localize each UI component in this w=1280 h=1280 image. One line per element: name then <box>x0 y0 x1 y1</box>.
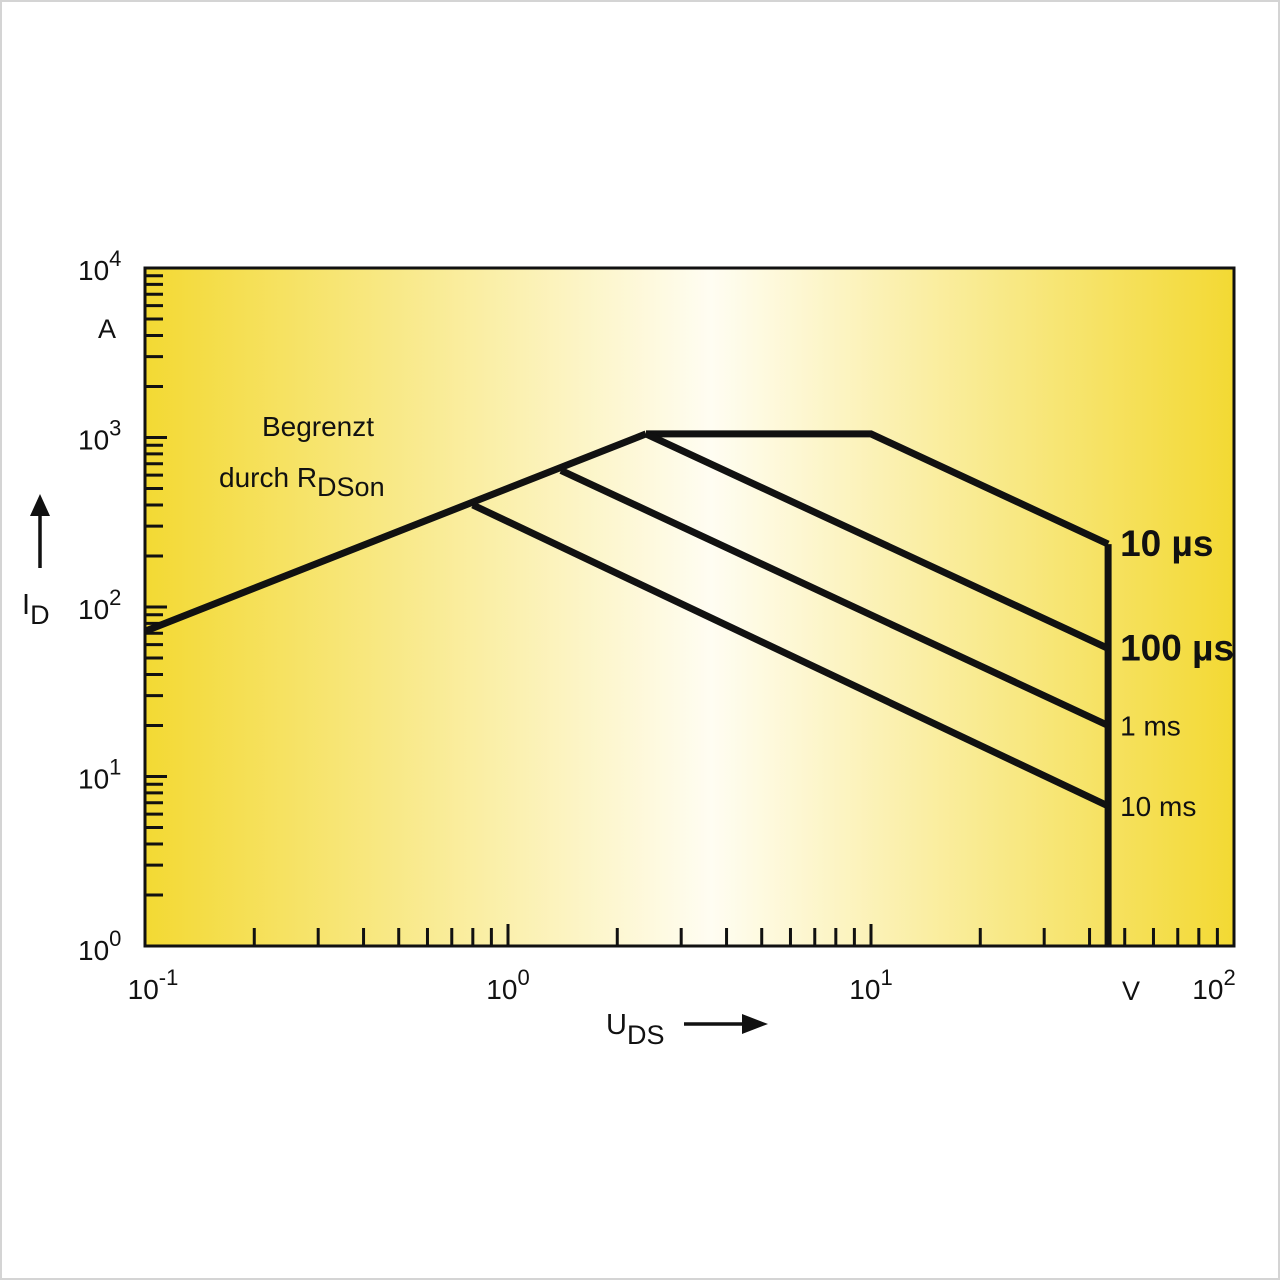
series-label-3: 1 ms <box>1120 710 1181 741</box>
minor-ticks <box>145 274 1219 946</box>
x-tick-label: 100 <box>486 965 529 1005</box>
annotation-line-1: Begrenzt <box>262 411 374 442</box>
soa-curve-3 <box>559 467 1110 729</box>
annotation-line-2: durch RDSon <box>219 462 385 502</box>
x-unit-label: V <box>1122 976 1140 1006</box>
series-label-1: 10 µs <box>1120 523 1213 564</box>
y-arrow-head <box>30 494 50 516</box>
y-axis-label: ID <box>22 589 50 630</box>
x-tick-labels: 10-1 100 101 102 <box>128 965 1236 1005</box>
rdson-limit-line <box>143 430 648 635</box>
y-tick-label: 103 <box>78 416 121 456</box>
y-tick-label: 104 <box>78 246 121 286</box>
plot-area <box>143 266 1236 948</box>
x-tick-label: 102 <box>1192 965 1235 1005</box>
x-tick-label: 10-1 <box>128 965 179 1005</box>
soa-curve-2 <box>644 430 1110 652</box>
y-axis-title: ID <box>22 494 50 630</box>
soa-curves <box>143 430 1112 946</box>
y-tick-label: 102 <box>78 585 121 625</box>
series-labels: 10 µs 100 µs 1 ms 10 ms <box>1120 523 1234 822</box>
y-tick-label: 100 <box>78 926 121 966</box>
soa-curve-4 <box>471 501 1110 810</box>
y-unit-label: A <box>98 314 116 344</box>
x-axis-title: UDS <box>606 1009 768 1050</box>
x-arrow-head <box>742 1014 768 1034</box>
series-label-2: 100 µs <box>1120 627 1234 668</box>
y-tick-label: 101 <box>78 755 121 795</box>
rdson-annotation: Begrenzt durch RDSon <box>219 411 385 502</box>
y-tick-labels: 100 101 102 103 104 <box>78 246 121 966</box>
x-tick-label: 101 <box>849 965 892 1005</box>
soa-curve-1 <box>646 430 1110 548</box>
x-axis-label: UDS <box>606 1009 664 1050</box>
series-label-4: 10 ms <box>1120 791 1196 822</box>
